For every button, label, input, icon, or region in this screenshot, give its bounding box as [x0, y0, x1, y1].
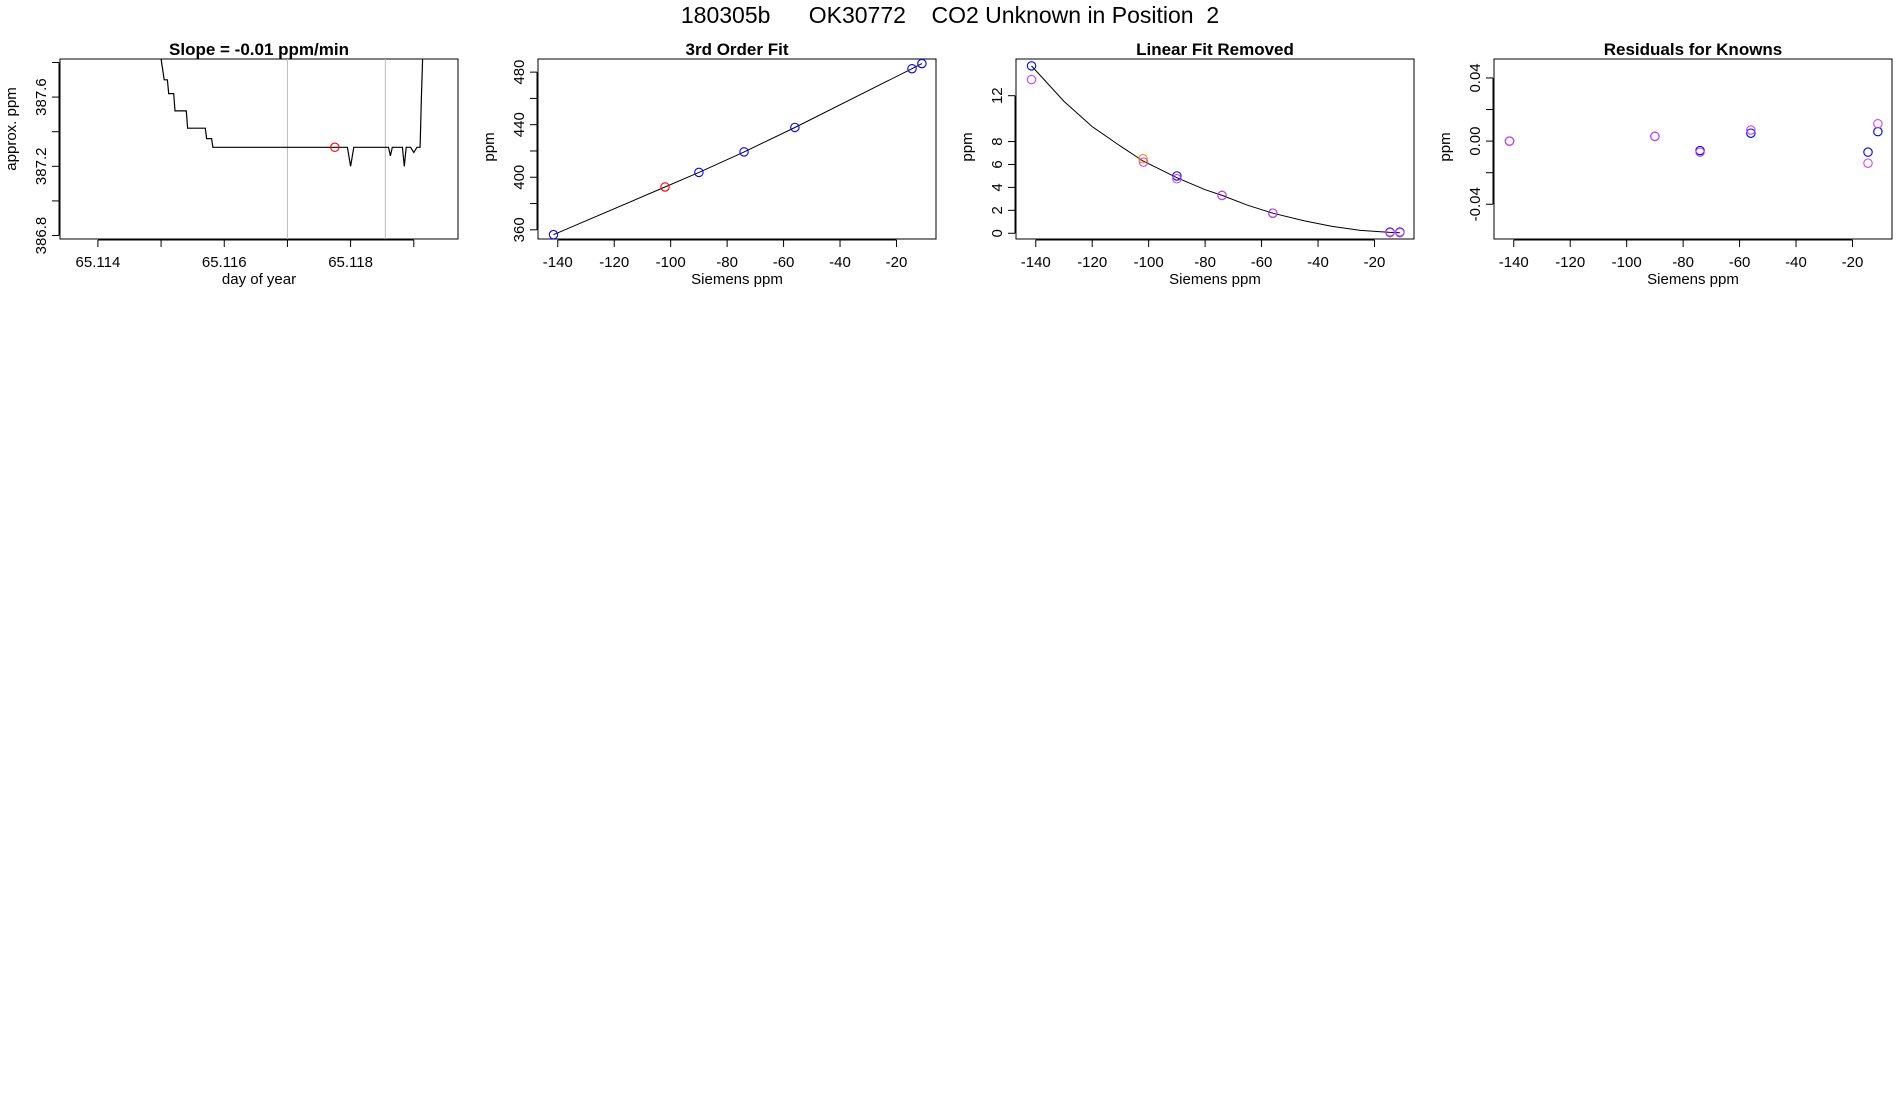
x-tick-label: 65.114: [76, 254, 121, 271]
x-tick-label: -120: [1077, 254, 1107, 271]
data-point: [1863, 158, 1873, 168]
x-axis-label: Siemens ppm: [691, 271, 783, 288]
y-tick-label: 480: [511, 60, 528, 85]
y-tick-label: 360: [511, 217, 528, 242]
x-tick-label: -100: [1134, 254, 1164, 271]
y-tick-label: 12: [989, 87, 1006, 104]
x-tick-label: -20: [1842, 254, 1864, 271]
data-point: [1026, 74, 1037, 85]
data-point: [907, 63, 917, 74]
data-point: [1172, 171, 1182, 181]
y-tick-label: -0.04: [1467, 187, 1484, 221]
data-point: [1695, 147, 1705, 157]
x-tick-label: 65.116: [202, 254, 247, 271]
data-point: [694, 167, 704, 178]
y-tick-label: 400: [511, 165, 528, 190]
x-tick-label: -80: [716, 254, 738, 271]
x-tick-label: -100: [1612, 254, 1642, 271]
y-axis-label: approx. ppm: [3, 87, 20, 170]
x-tick-label: -20: [886, 254, 908, 271]
plot-frame: [1015, 58, 1415, 240]
data-point: [1863, 147, 1873, 157]
data-point: [1217, 190, 1227, 201]
data-point: [1026, 61, 1037, 71]
y-tick-label: 440: [511, 112, 528, 137]
plot-frame: [1493, 58, 1893, 240]
y-tick-label: 6: [989, 160, 1006, 168]
data-point: [1873, 126, 1883, 137]
fit-curve: [1031, 65, 1400, 234]
x-tick-label: 65.118: [328, 254, 373, 271]
y-tick-label: 4: [989, 183, 1006, 191]
chart-title: Residuals for Knowns: [1604, 40, 1783, 59]
data-point: [1138, 157, 1149, 167]
chart-title: Linear Fit Removed: [1136, 40, 1294, 59]
y-tick-label: 8: [989, 137, 1006, 145]
data-point: [1395, 227, 1405, 238]
plot-area: [160, 59, 424, 239]
data-point: [1138, 153, 1148, 164]
fit-curve: [553, 63, 923, 236]
x-tick-label: -40: [1307, 254, 1329, 271]
data-point: [1873, 118, 1883, 129]
plot-frame: [59, 58, 459, 240]
chart-panel-4: Residuals for Knowns -140 -120 -100 -80 -60 -4…: [1437, 40, 1893, 288]
data-point: [330, 142, 340, 153]
chart-title: 3rd Order Fit: [686, 40, 789, 59]
x-tick-label: -60: [773, 254, 795, 271]
data-point: [917, 59, 927, 69]
y-axis-label: ppm: [1437, 132, 1454, 161]
y-tick-label: 0.00: [1467, 127, 1484, 156]
data-point: [1746, 125, 1756, 135]
figure-title: 180305b OK30772 CO2 Unknown in Position …: [680, 2, 1220, 28]
x-tick-label: -140: [1499, 254, 1529, 271]
data-point: [548, 229, 559, 239]
data-point: [1268, 208, 1278, 218]
data-point: [790, 122, 800, 133]
series-line: [160, 59, 424, 167]
y-tick-label: 0: [989, 229, 1006, 237]
x-tick-label: -80: [1672, 254, 1694, 271]
x-tick-label: -140: [543, 254, 573, 271]
x-tick-label: -100: [656, 254, 686, 271]
x-tick-label: -40: [1785, 254, 1807, 271]
y-tick-label: 387.2: [33, 148, 50, 186]
data-point: [1385, 227, 1395, 238]
y-tick-label: 2: [989, 206, 1006, 214]
x-axis-label: Siemens ppm: [1169, 271, 1261, 288]
x-tick-label: -60: [1251, 254, 1273, 271]
y-axis-label: ppm: [959, 132, 976, 161]
data-point: [739, 147, 749, 157]
plot-frame: [537, 58, 937, 240]
x-tick-label: -120: [599, 254, 629, 271]
data-point: [1504, 136, 1515, 146]
x-tick-label: -40: [829, 254, 851, 271]
x-axis-label: Siemens ppm: [1647, 271, 1739, 288]
y-axis-label: ppm: [481, 132, 498, 161]
x-axis-label: day of year: [222, 271, 296, 288]
chart-panel-2: 3rd Order Fit -140 -120 -100 -80 -60 -40 -20 Sie…: [481, 40, 937, 288]
y-tick-label: 0.04: [1467, 63, 1484, 92]
chart-title: Slope = -0.01 ppm/min: [169, 40, 349, 59]
x-tick-label: -20: [1364, 254, 1386, 271]
data-point: [660, 182, 670, 192]
x-tick-label: -80: [1194, 254, 1216, 271]
chart-panel-3: Linear Fit Removed -140 -120 -100 -80 -60 -40 -…: [959, 40, 1415, 288]
data-point: [1172, 174, 1182, 184]
x-tick-label: -140: [1021, 254, 1051, 271]
y-tick-label: 387.6: [33, 78, 50, 116]
data-point: [1650, 131, 1660, 142]
x-tick-label: -60: [1729, 254, 1751, 271]
y-tick-label: 386.8: [33, 217, 50, 255]
plot-area: [1504, 118, 1883, 168]
data-point: [1746, 128, 1756, 138]
chart-panel-1: Slope = -0.01 ppm/min 65.114 65.116 65.118 d…: [3, 40, 459, 288]
plot-area: [1026, 61, 1405, 238]
x-tick-label: -120: [1555, 254, 1585, 271]
plot-area: [548, 59, 927, 239]
